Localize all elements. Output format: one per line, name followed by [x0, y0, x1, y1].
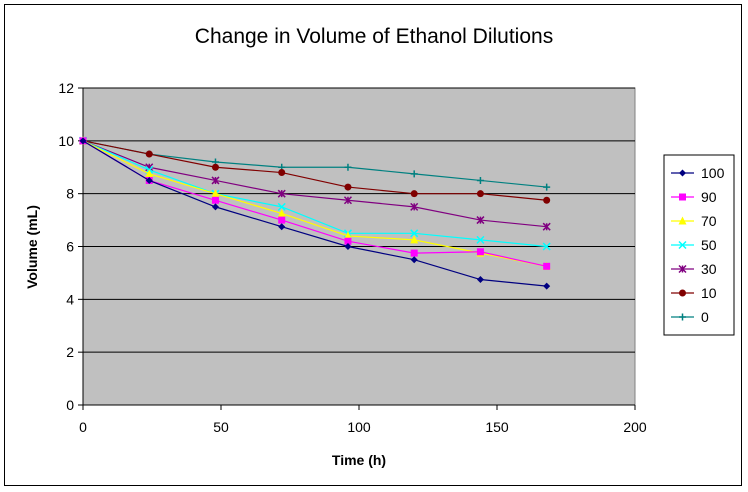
x-axis-title: Time (h): [332, 452, 386, 468]
point-90-3: [278, 217, 285, 224]
legend-label-30: 30: [701, 261, 717, 277]
y-tick-label-5: 10: [58, 133, 74, 149]
y-tick-label-3: 6: [66, 239, 74, 255]
plot-area: 0 2 4 6 8 10 12 0 50 100 150 200: [58, 80, 646, 435]
point-10-3: [278, 169, 285, 176]
x-tick-label-2: 100: [347, 419, 371, 435]
legend-label-90: 90: [701, 189, 717, 205]
point-90-2: [212, 197, 219, 204]
point-10-2: [212, 164, 219, 171]
y-tick-label-2: 4: [66, 291, 74, 307]
legend-label-100: 100: [701, 165, 725, 181]
legend-label-50: 50: [701, 237, 717, 253]
legend-marker-10: [679, 290, 686, 297]
y-tick-label-6: 12: [58, 80, 74, 96]
y-axis-title: Volume (mL): [24, 205, 40, 289]
point-10-4: [344, 184, 351, 191]
y-tick-label-4: 8: [66, 186, 74, 202]
point-90-7: [543, 263, 550, 270]
y-tick-label-1: 2: [66, 344, 74, 360]
point-90-5: [411, 250, 418, 257]
point-10-5: [411, 190, 418, 197]
x-tick-label-3: 150: [485, 419, 509, 435]
point-10-7: [543, 197, 550, 204]
legend-marker-90: [679, 194, 686, 201]
point-10-1: [146, 151, 153, 158]
x-tick-label-0: 0: [79, 419, 87, 435]
legend-label-70: 70: [701, 213, 717, 229]
point-10-6: [477, 190, 484, 197]
legend-label-10: 10: [701, 285, 717, 301]
legend-label-0: 0: [701, 309, 709, 325]
line-chart: Change in Volume of Ethanol Dilutions 0 2…: [0, 0, 748, 492]
y-tick-label-0: 0: [66, 397, 74, 413]
x-tick-label-4: 200: [623, 419, 647, 435]
chart-title: Change in Volume of Ethanol Dilutions: [195, 25, 553, 48]
point-90-6: [477, 248, 484, 255]
x-tick-label-1: 50: [213, 419, 229, 435]
